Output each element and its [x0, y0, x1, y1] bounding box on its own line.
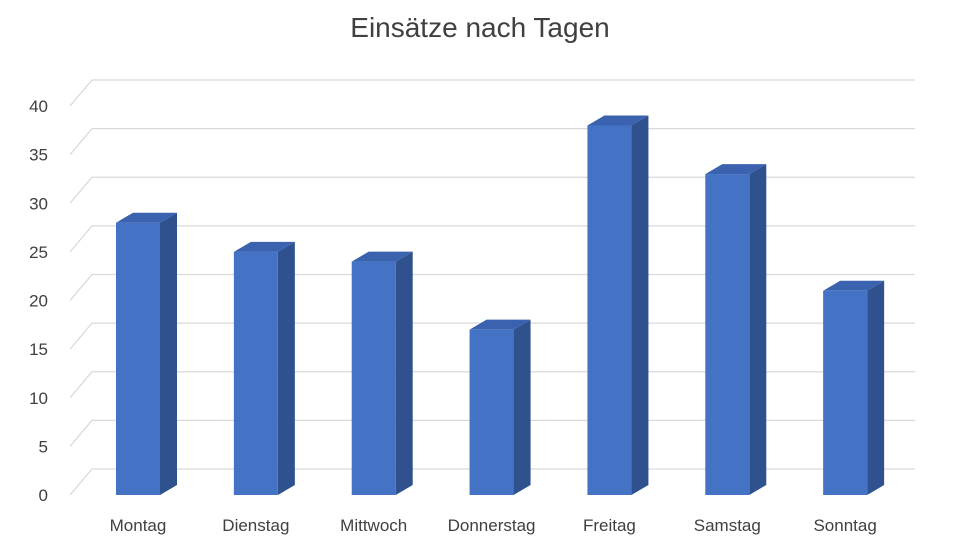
bar-side — [513, 319, 531, 495]
bar-front — [705, 174, 750, 495]
bar-front — [469, 329, 514, 495]
y-tick-label: 25 — [29, 243, 48, 262]
bar-top — [469, 319, 531, 330]
x-category-label: Samstag — [694, 516, 761, 535]
y-tick-label: 30 — [29, 194, 48, 213]
bar-top — [351, 251, 413, 262]
bar-sonntag — [823, 280, 885, 495]
bar-front — [351, 261, 396, 495]
bar-front — [233, 251, 278, 495]
bar-top — [116, 212, 177, 223]
x-axis-labels: Montag Dienstag Mittwoch Donnerstag Freitag S… — [110, 516, 877, 535]
gridline — [69, 225, 915, 253]
gridline — [69, 79, 915, 107]
y-axis-ticks: 0 5 10 15 20 25 30 35 40 — [29, 97, 48, 505]
x-category-label: Freitag — [583, 516, 636, 535]
bar-donnerstag — [469, 319, 531, 495]
bar-side — [749, 164, 767, 495]
gridline — [69, 176, 915, 204]
bar-top — [587, 115, 649, 126]
y-tick-label: 15 — [29, 340, 48, 359]
bar-side — [160, 212, 177, 495]
y-tick-label: 20 — [29, 292, 48, 311]
y-tick-label: 40 — [29, 97, 48, 116]
gridline — [69, 127, 915, 156]
bar-side — [631, 115, 649, 495]
bar-mittwoch — [351, 251, 413, 495]
bar-front — [587, 125, 632, 495]
x-category-label: Dienstag — [222, 516, 289, 535]
y-tick-label: 0 — [39, 486, 48, 505]
chart-title: Einsätze nach Tagen — [350, 12, 610, 43]
x-category-label: Mittwoch — [340, 516, 407, 535]
bar-side — [277, 241, 295, 495]
y-tick-label: 5 — [39, 437, 48, 456]
x-category-label: Sonntag — [813, 516, 876, 535]
bar-top — [705, 164, 767, 175]
y-tick-label: 35 — [29, 146, 48, 165]
bar-freitag — [587, 115, 649, 495]
bar-front — [823, 290, 868, 495]
y-tick-label: 10 — [29, 389, 48, 408]
bar-dienstag — [233, 241, 295, 495]
bar-samstag — [705, 164, 767, 495]
bar-top — [233, 241, 295, 252]
x-category-label: Donnerstag — [448, 516, 536, 535]
bars — [116, 115, 885, 495]
bar-top — [823, 280, 885, 291]
gridline — [69, 273, 915, 301]
x-category-label: Montag — [110, 516, 167, 535]
bar-side — [395, 251, 413, 495]
bar-side — [867, 280, 885, 495]
bar-front — [116, 222, 160, 495]
bar-montag — [116, 212, 177, 495]
